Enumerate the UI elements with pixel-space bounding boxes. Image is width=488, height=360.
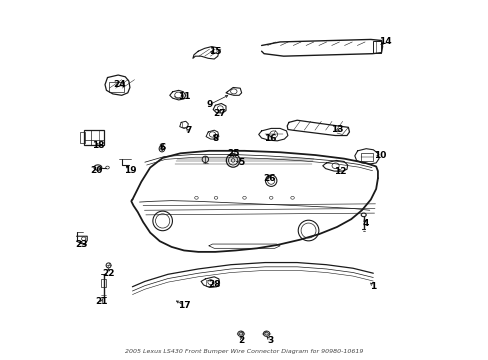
Ellipse shape	[361, 213, 366, 217]
Text: 2005 Lexus LS430 Front Bumper Wire Connector Diagram for 90980-10619: 2005 Lexus LS430 Front Bumper Wire Conne…	[125, 348, 363, 354]
Text: 24: 24	[113, 80, 126, 89]
Text: 12: 12	[334, 167, 346, 176]
Text: 22: 22	[102, 269, 115, 278]
Text: 1: 1	[369, 282, 376, 291]
Text: 6: 6	[159, 143, 165, 152]
Text: 3: 3	[266, 336, 273, 345]
Bar	[80, 132, 85, 143]
Text: 28: 28	[207, 280, 220, 289]
Text: 9: 9	[206, 100, 212, 109]
Text: 23: 23	[75, 240, 88, 249]
Text: 5: 5	[238, 158, 244, 167]
Text: 18: 18	[92, 141, 104, 150]
Bar	[109, 82, 123, 92]
Bar	[83, 130, 104, 145]
Text: 20: 20	[90, 166, 103, 175]
Bar	[361, 153, 372, 161]
Text: 4: 4	[362, 219, 368, 228]
Text: 15: 15	[209, 47, 221, 56]
Text: 11: 11	[178, 92, 191, 101]
Text: 17: 17	[177, 301, 190, 310]
Bar	[101, 279, 106, 288]
Text: 10: 10	[373, 151, 386, 160]
Text: 27: 27	[213, 109, 225, 118]
Text: 16: 16	[264, 134, 276, 143]
Bar	[205, 280, 213, 286]
Text: 7: 7	[185, 126, 191, 135]
Text: 25: 25	[227, 149, 240, 158]
Text: 13: 13	[331, 125, 343, 134]
Bar	[372, 41, 380, 53]
Text: 26: 26	[263, 174, 275, 183]
Text: 8: 8	[212, 134, 219, 143]
Text: 2: 2	[238, 336, 244, 345]
Text: 19: 19	[123, 166, 136, 175]
Text: 14: 14	[378, 37, 390, 46]
Text: 21: 21	[95, 297, 107, 306]
